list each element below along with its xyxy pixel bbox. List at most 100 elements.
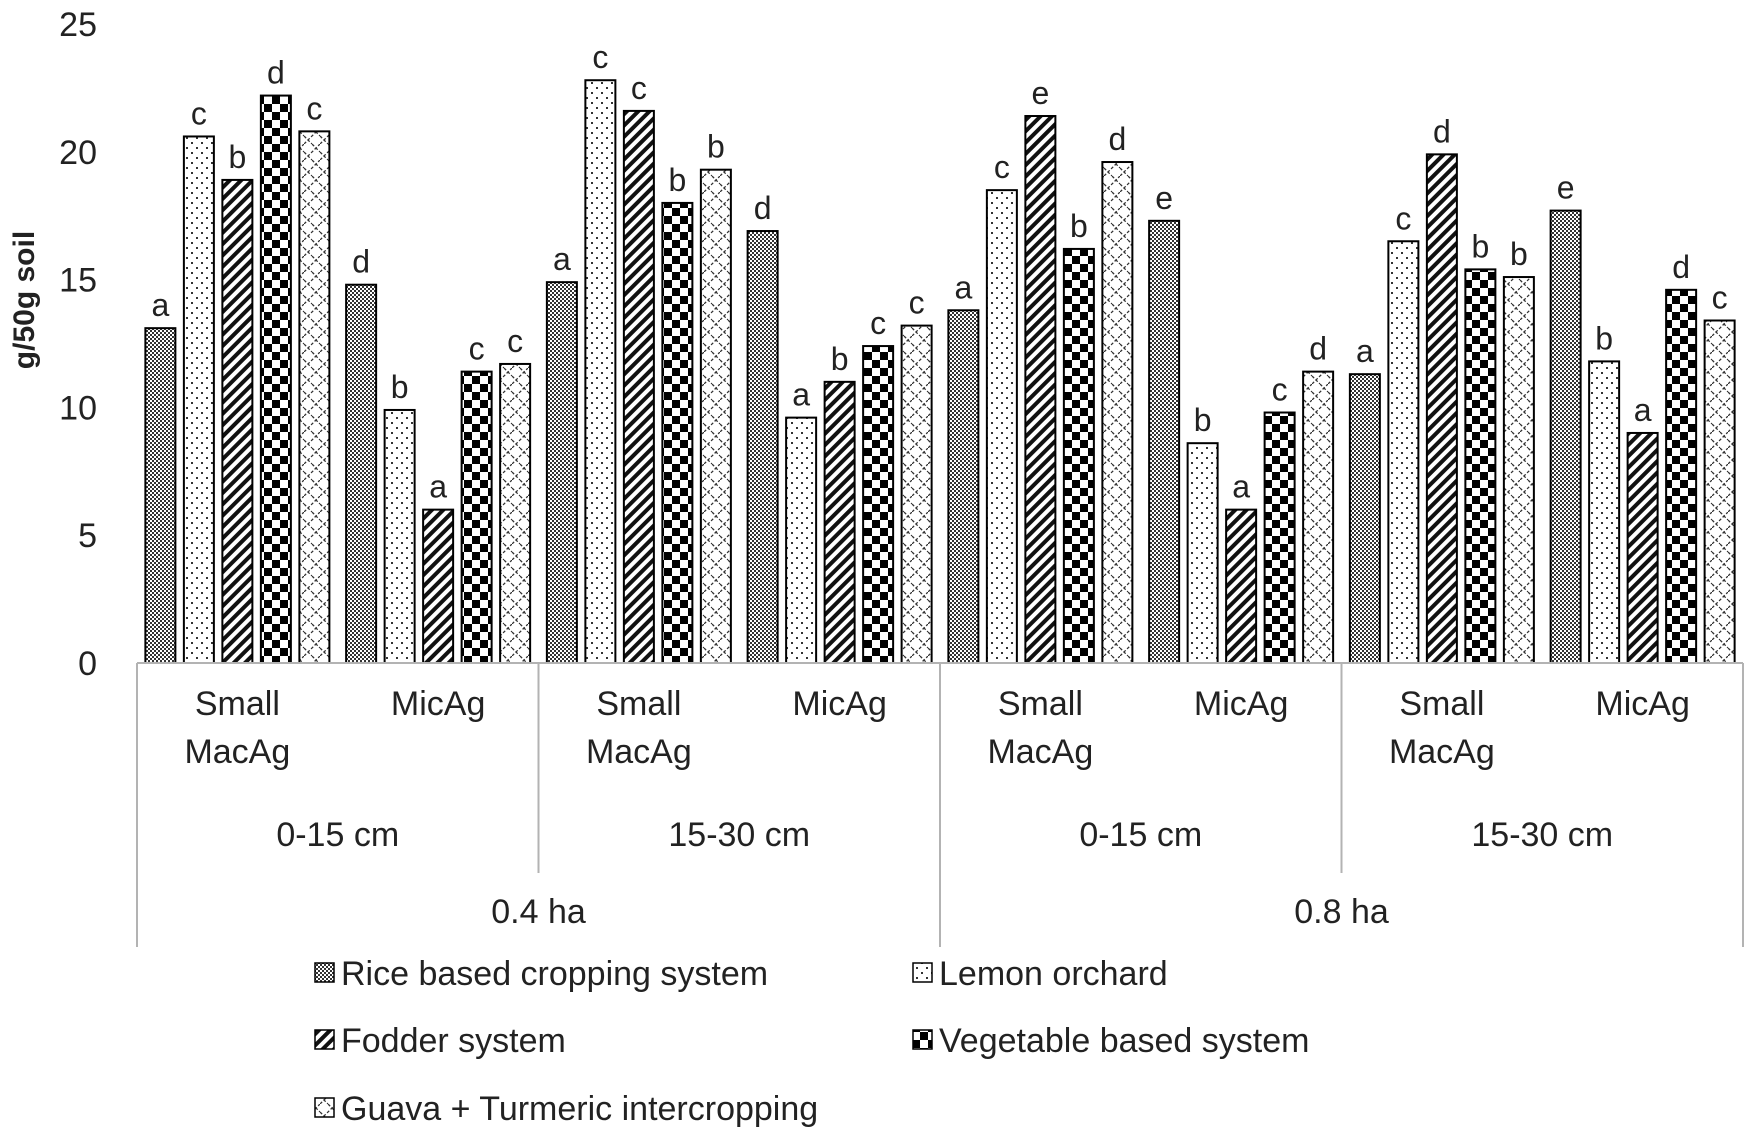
legend-label: Guava + Turmeric intercropping: [341, 1090, 818, 1128]
bar-lemon-orchard-5: [1186, 442, 1219, 664]
significance-letter: c: [469, 331, 485, 367]
significance-letter: c: [994, 149, 1010, 185]
legend-label: Lemon orchard: [939, 955, 1168, 993]
legend-item-lemon-orchard: Lemon orchard: [912, 955, 1168, 993]
bar-guava-turmeric-intercropping-6: [1502, 276, 1535, 664]
bar-fodder-system-3: [823, 380, 856, 664]
bar-fodder-system-6: [1425, 153, 1458, 665]
y-tick-label-0: 0: [78, 645, 97, 683]
bar-lemon-orchard-3: [785, 416, 818, 664]
legend: Rice based cropping system Lemon orchard F…: [314, 955, 1309, 1128]
legend-label: Fodder system: [341, 1022, 566, 1060]
significance-letter: d: [1309, 331, 1327, 367]
depth-label: 0-15 cm: [1079, 816, 1202, 854]
y-axis-ticks: 0 5 10 15 20 25: [59, 6, 97, 683]
significance-letter: d: [1108, 121, 1126, 157]
category-label: MicAg: [391, 685, 485, 723]
bar-rice-based-cropping-system-7: [1549, 209, 1582, 664]
bar-lemon-orchard-1: [383, 408, 416, 664]
category-label: MicAg: [1194, 685, 1288, 723]
significance-letter: c: [306, 90, 322, 126]
significance-letter: b: [831, 341, 849, 377]
bar-vegetable-based-system-4: [1062, 247, 1095, 664]
significance-letter: c: [1712, 279, 1728, 315]
bar-lemon-orchard-7: [1588, 360, 1621, 664]
significance-letter: a: [792, 377, 810, 413]
legend-item-rice-based-cropping-system: Rice based cropping system: [314, 955, 768, 993]
series-guava-turmeric-intercropping: [298, 130, 1736, 665]
legend-swatch: [314, 1029, 335, 1050]
bar-lemon-orchard-6: [1387, 240, 1420, 664]
legend-swatch: [314, 962, 335, 983]
bar-lemon-orchard-4: [985, 189, 1018, 664]
category-label: MicAg: [792, 685, 886, 723]
legend-label: Vegetable based system: [939, 1022, 1309, 1060]
bar-rice-based-cropping-system-3: [746, 230, 779, 664]
bar-guava-turmeric-intercropping-7: [1703, 319, 1736, 664]
legend-item-vegetable-based-system: Vegetable based system: [912, 1022, 1309, 1060]
category-labels: Small MacAg MicAg Small MacAg MicAg Small MacAg…: [184, 685, 1689, 931]
significance-letter: b: [1070, 208, 1088, 244]
significance-letter: b: [707, 129, 725, 165]
bar-fodder-system-7: [1626, 431, 1659, 664]
legend-swatch: [912, 962, 933, 983]
category-label: Small MacAg: [184, 685, 290, 771]
bar-rice-based-cropping-system-5: [1148, 219, 1181, 664]
depth-label: 15-30 cm: [1471, 816, 1613, 854]
bar-rice-based-cropping-system-2: [545, 281, 578, 664]
significance-letter: c: [507, 323, 523, 359]
depth-label: 15-30 cm: [668, 816, 810, 854]
significance-letter: d: [352, 244, 370, 280]
bar-lemon-orchard-0: [182, 135, 215, 665]
significance-letter: d: [1672, 249, 1690, 285]
bar-vegetable-based-system-6: [1464, 268, 1497, 664]
legend-item-guava-turmeric-intercropping: Guava + Turmeric intercropping: [314, 1090, 818, 1128]
significance-letter: c: [1272, 372, 1288, 408]
significance-letter: b: [1510, 236, 1528, 272]
y-tick-label-20: 20: [59, 134, 97, 172]
significance-letter: b: [228, 139, 246, 175]
bar-vegetable-based-system-7: [1665, 288, 1698, 664]
significance-letter: a: [1232, 469, 1250, 505]
legend-label: Rice based cropping system: [341, 955, 768, 993]
significance-letter: e: [1031, 75, 1049, 111]
series-rice-based-cropping-system: [144, 209, 1582, 664]
y-tick-label-10: 10: [59, 389, 97, 427]
bar-series-group: [144, 79, 1736, 665]
bar-fodder-system-0: [221, 178, 254, 665]
bar-fodder-system-5: [1225, 508, 1258, 665]
significance-letter: e: [1155, 180, 1173, 216]
significance-letter: d: [267, 55, 285, 91]
bar-fodder-system-2: [622, 109, 655, 665]
significance-letter: a: [1356, 333, 1374, 369]
bar-vegetable-based-system-1: [460, 370, 493, 664]
bar-guava-turmeric-intercropping-2: [699, 168, 732, 665]
significance-letter: b: [1471, 228, 1489, 264]
significance-letter: c: [909, 285, 925, 321]
significance-letter: b: [1194, 402, 1212, 438]
bar-rice-based-cropping-system-0: [144, 327, 177, 664]
category-label: Small MacAg: [987, 685, 1093, 771]
bar-rice-based-cropping-system-4: [947, 309, 980, 664]
significance-letter: c: [1395, 200, 1411, 236]
category-axis: [136, 662, 1744, 947]
bar-fodder-system-1: [422, 508, 455, 665]
bar-guava-turmeric-intercropping-5: [1302, 370, 1335, 664]
significance-letter: a: [553, 241, 571, 277]
bar-guava-turmeric-intercropping-1: [499, 362, 532, 664]
bar-vegetable-based-system-3: [862, 345, 895, 664]
bar-vegetable-based-system-0: [259, 94, 292, 665]
bar-fodder-system-4: [1024, 115, 1057, 665]
significance-letter: a: [151, 287, 169, 323]
y-tick-label-5: 5: [78, 517, 97, 555]
significance-letter: e: [1557, 170, 1575, 206]
significance-letter: b: [391, 369, 409, 405]
legend-swatch: [912, 1029, 933, 1050]
legend-swatch: [314, 1097, 335, 1118]
bar-guava-turmeric-intercropping-0: [298, 130, 331, 665]
y-tick-label-15: 15: [59, 262, 97, 300]
significance-letter: c: [592, 39, 608, 75]
series-fodder-system: [221, 109, 1659, 665]
bar-rice-based-cropping-system-6: [1348, 373, 1381, 664]
